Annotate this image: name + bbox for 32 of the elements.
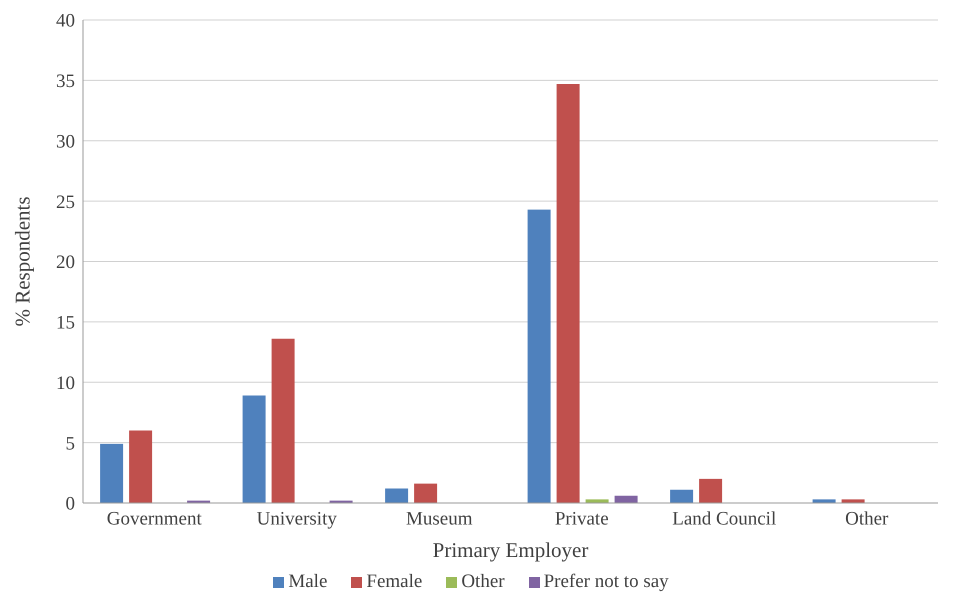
bar — [556, 84, 580, 503]
bar — [528, 210, 551, 503]
x-tick-label: University — [256, 508, 338, 530]
y-axis-title: % Respondents — [10, 196, 34, 327]
bar — [385, 488, 408, 503]
y-tick-label: 40 — [56, 10, 75, 32]
bar — [129, 430, 152, 503]
bar — [100, 444, 124, 503]
x-tick-label: Land Council — [672, 508, 776, 530]
y-tick-label: 30 — [56, 131, 75, 152]
bar — [242, 396, 266, 503]
bar — [614, 496, 638, 503]
bar — [699, 478, 722, 503]
y-tick-label: 20 — [56, 252, 75, 274]
bar — [414, 484, 438, 503]
y-tick-label: 5 — [66, 433, 75, 454]
x-tick-label: Museum — [406, 508, 473, 530]
y-tick-label: 35 — [56, 71, 75, 92]
x-tick-label: Other — [845, 508, 890, 530]
legend-label: Prefer not to say — [544, 571, 669, 592]
y-tick-label: 15 — [56, 312, 75, 334]
x-axis-title: Primary Employer — [432, 538, 588, 562]
x-tick-label: Private — [554, 508, 609, 530]
bar — [670, 490, 694, 503]
y-tick-label: 25 — [56, 192, 75, 213]
y-tick-label: 0 — [66, 494, 75, 515]
legend-label: Female — [366, 571, 422, 592]
x-tick-label: Government — [106, 508, 202, 530]
legend-label: Male — [288, 571, 328, 592]
legend-label: Other — [461, 571, 505, 592]
y-tick-label: 10 — [56, 372, 75, 394]
bar — [272, 338, 295, 503]
